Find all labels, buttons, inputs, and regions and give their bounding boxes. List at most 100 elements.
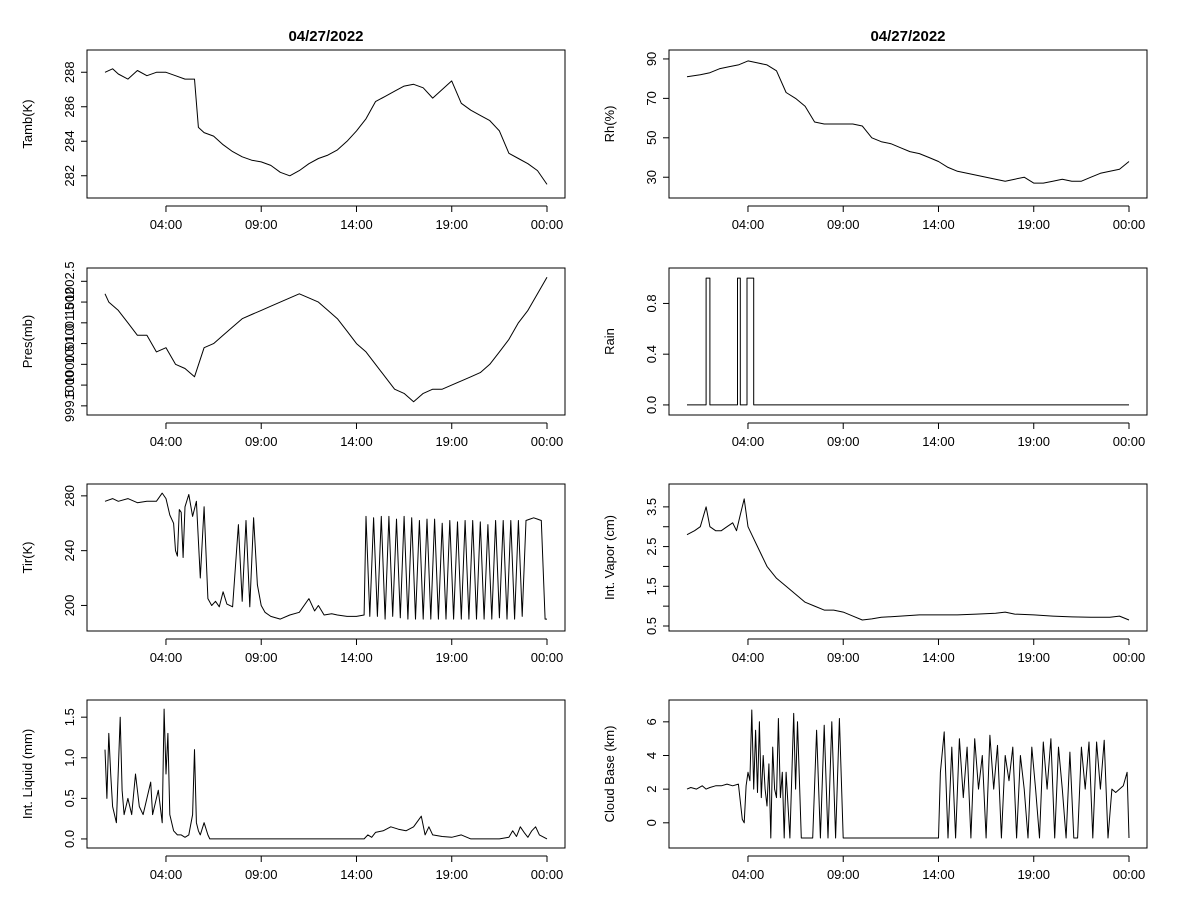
- y-tick-label-int-vapor: 1.5: [644, 577, 659, 595]
- x-tick-label-int-vapor: 09:00: [827, 650, 860, 665]
- x-tick-label-rain: 04:00: [732, 434, 765, 449]
- x-tick-label-tamb: 19:00: [435, 217, 468, 232]
- panel-tir: 04:00 09:00 14:00 19:00 00:00 200 240 280 Tir(K): [20, 483, 566, 665]
- y-axis-label-tamb: Tamb(K): [20, 99, 35, 148]
- y-tick-label-pres: 1001.0: [62, 324, 77, 364]
- x-tick-label-tir: 14:00: [340, 650, 373, 665]
- panel-rain: 04:00 09:00 14:00 19:00 00:00 0.0 0.4 0.8 Rain: [602, 267, 1148, 449]
- x-tick-label-int-liquid: 14:00: [340, 867, 373, 882]
- y-tick-label-tamb: 284: [62, 130, 77, 152]
- x-tick-label-pres: 14:00: [340, 434, 373, 449]
- y-tick-label-rh: 90: [644, 52, 659, 66]
- plot-frame-cloud-base: [668, 699, 1148, 849]
- x-tick-label-int-vapor: 14:00: [922, 650, 955, 665]
- series-line-tir: [104, 492, 547, 620]
- y-tick-label-pres: 1000.5: [62, 344, 77, 384]
- plot-frame-int-liquid: [86, 699, 566, 849]
- chart-title-rh: 04/27/2022: [870, 28, 945, 45]
- y-tick-label-pres: 1001.5: [62, 303, 77, 343]
- y-tick-label-int-vapor: 2.5: [644, 538, 659, 556]
- y-axis-label-pres: Pres(mb): [20, 315, 35, 368]
- series-line-tamb: [104, 68, 548, 185]
- x-tick-label-int-vapor: 00:00: [1113, 650, 1146, 665]
- x-tick-label-pres: 09:00: [245, 434, 278, 449]
- x-tick-label-tir: 04:00: [150, 650, 183, 665]
- panel-cloud-base: 04:00 09:00 14:00 19:00 00:00 0 2 4 6 Cloud Base …: [602, 699, 1148, 882]
- y-tick-label-rain: 0.4: [644, 345, 659, 363]
- y-tick-label-int-liquid: 1.0: [62, 749, 77, 767]
- chart-title-tamb: 04/27/2022: [288, 28, 363, 45]
- series-line-cloud-base: [686, 709, 1130, 839]
- y-tick-label-rain: 0.8: [644, 294, 659, 312]
- y-tick-label-int-liquid: 1.5: [62, 708, 77, 726]
- x-tick-label-tir: 09:00: [245, 650, 278, 665]
- plot-frame-int-vapor: [668, 483, 1148, 632]
- x-tick-label-rain: 19:00: [1017, 434, 1050, 449]
- y-axis-label-rh: Rh(%): [602, 106, 617, 143]
- x-tick-label-int-liquid: 19:00: [435, 867, 468, 882]
- y-tick-label-rh: 30: [644, 170, 659, 184]
- y-tick-label-pres: 1002.5: [62, 261, 77, 301]
- x-tick-label-int-liquid: 04:00: [150, 867, 183, 882]
- y-tick-label-int-liquid: 0.5: [62, 789, 77, 807]
- y-axis-label-cloud-base: Cloud Base (km): [602, 726, 617, 823]
- plot-frame-pres: [86, 267, 566, 416]
- series-line-rh: [686, 60, 1130, 184]
- x-tick-label-rh: 19:00: [1017, 217, 1050, 232]
- y-tick-label-pres: 1002: [62, 288, 77, 317]
- y-axis-label-int-liquid: Int. Liquid (mm): [20, 729, 35, 819]
- y-tick-label-tamb: 282: [62, 165, 77, 187]
- x-tick-label-tamb: 00:00: [531, 217, 564, 232]
- x-tick-label-pres: 04:00: [150, 434, 183, 449]
- y-tick-label-tamb: 288: [62, 61, 77, 83]
- x-tick-label-cloud-base: 04:00: [732, 867, 765, 882]
- y-tick-label-pres: 1000: [62, 371, 77, 400]
- x-tick-label-cloud-base: 14:00: [922, 867, 955, 882]
- plot-frame-tir: [86, 483, 566, 632]
- y-tick-label-cloud-base: 6: [644, 718, 659, 725]
- x-tick-label-cloud-base: 09:00: [827, 867, 860, 882]
- x-tick-label-rain: 09:00: [827, 434, 860, 449]
- x-tick-label-rh: 00:00: [1113, 217, 1146, 232]
- series-line-int-vapor: [686, 498, 1130, 621]
- y-tick-label-rh: 70: [644, 91, 659, 105]
- panel-tamb: 04/27/2022 04:00 09:00 14:00 19:00 00:00 282 28…: [20, 28, 566, 232]
- series-line-pres: [104, 276, 548, 403]
- x-tick-label-tamb: 04:00: [150, 217, 183, 232]
- y-tick-label-int-vapor: 3.5: [644, 498, 659, 516]
- x-tick-label-rh: 04:00: [732, 217, 765, 232]
- x-tick-label-int-liquid: 00:00: [531, 867, 564, 882]
- series-line-rain: [687, 277, 1129, 406]
- x-tick-label-rh: 09:00: [827, 217, 860, 232]
- x-tick-label-cloud-base: 19:00: [1017, 867, 1050, 882]
- panel-pres: 04:00 09:00 14:00 19:00 00:00 999.510001000.5…: [20, 261, 566, 449]
- x-tick-label-tir: 00:00: [531, 650, 564, 665]
- x-tick-label-pres: 00:00: [531, 434, 564, 449]
- x-tick-label-int-vapor: 04:00: [732, 650, 765, 665]
- y-tick-label-pres: 999.5: [62, 390, 77, 423]
- x-tick-label-tamb: 09:00: [245, 217, 278, 232]
- y-tick-label-tir: 200: [62, 595, 77, 617]
- x-tick-label-rain: 14:00: [922, 434, 955, 449]
- x-tick-label-rain: 00:00: [1113, 434, 1146, 449]
- y-tick-label-cloud-base: 4: [644, 752, 659, 759]
- series-line-int-liquid: [104, 708, 548, 840]
- y-tick-label-cloud-base: 0: [644, 819, 659, 826]
- y-tick-label-int-liquid: 0.0: [62, 830, 77, 848]
- x-tick-label-rh: 14:00: [922, 217, 955, 232]
- x-tick-label-cloud-base: 00:00: [1113, 867, 1146, 882]
- y-tick-label-tamb: 286: [62, 96, 77, 118]
- plot-frame-rh: [668, 49, 1148, 199]
- y-tick-label-int-vapor: 0.5: [644, 617, 659, 635]
- y-tick-label-rh: 50: [644, 131, 659, 145]
- y-tick-label-cloud-base: 2: [644, 786, 659, 793]
- y-axis-label-tir: Tir(K): [20, 541, 35, 573]
- y-axis-label-rain: Rain: [602, 328, 617, 355]
- y-tick-label-tir: 240: [62, 540, 77, 562]
- panel-rh: 04/27/2022 04:00 09:00 14:00 19:00 00:00 30 50 7…: [602, 28, 1148, 232]
- panel-int-vapor: 04:00 09:00 14:00 19:00 00:00 0.5 1.5 2.5 3.5 Int…: [602, 483, 1148, 665]
- panel-int-liquid: 04:00 09:00 14:00 19:00 00:00 0.0 0.5 1.0 1.5 Int…: [20, 699, 566, 882]
- x-tick-label-int-vapor: 19:00: [1017, 650, 1050, 665]
- y-tick-label-rain: 0.0: [644, 396, 659, 414]
